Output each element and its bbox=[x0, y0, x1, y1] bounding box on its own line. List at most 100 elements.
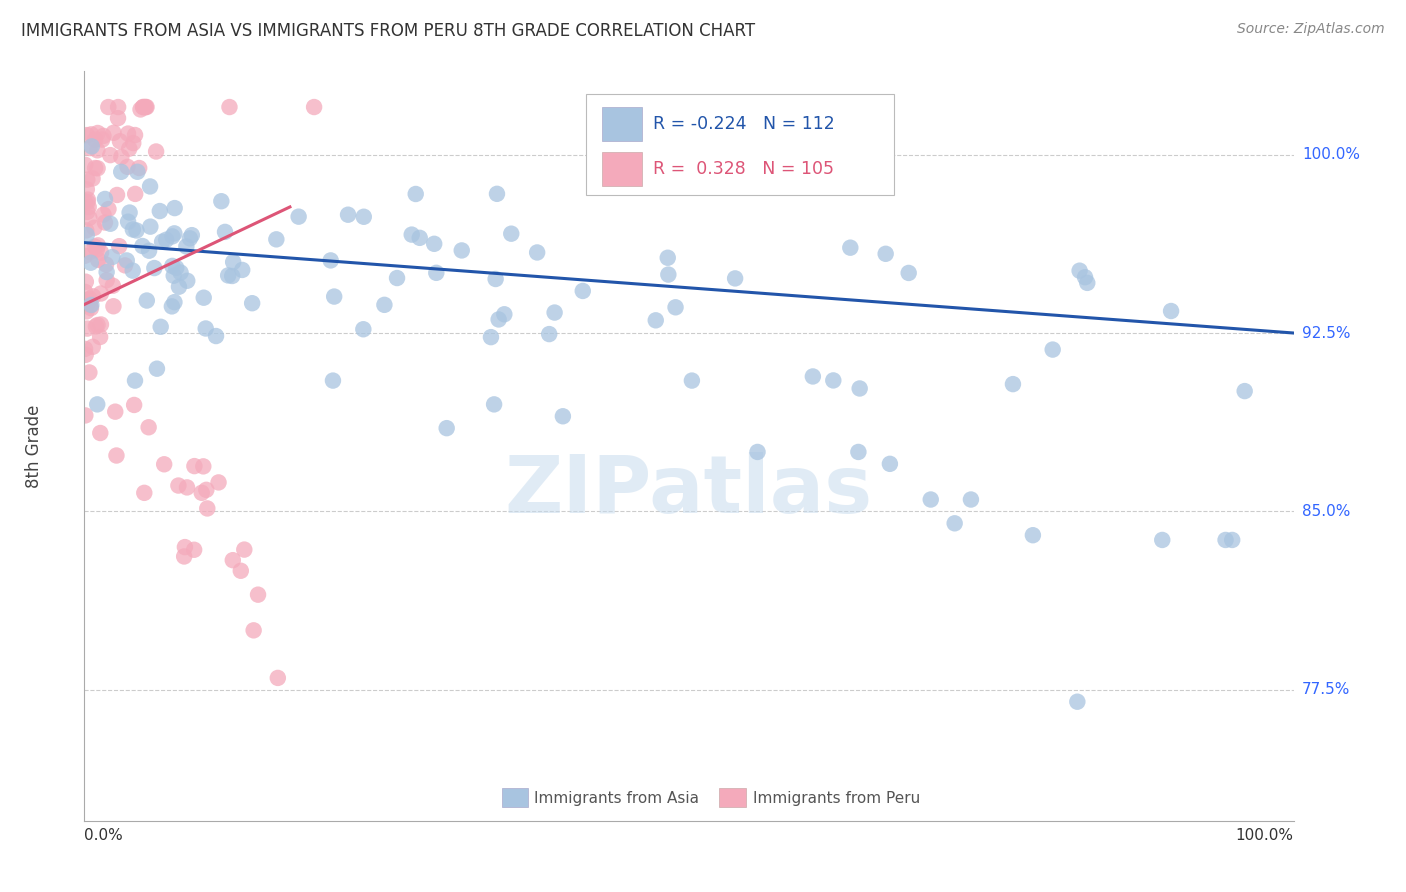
Point bbox=[1069, 263, 1091, 277]
Point bbox=[108, 134, 131, 148]
Point bbox=[90, 286, 112, 301]
Point bbox=[86, 161, 108, 176]
Point bbox=[103, 126, 125, 140]
Point bbox=[134, 100, 156, 114]
Point bbox=[118, 142, 141, 156]
Point bbox=[425, 266, 447, 280]
Point bbox=[167, 478, 190, 492]
Point bbox=[287, 210, 309, 224]
Point bbox=[217, 268, 239, 283]
Point bbox=[450, 244, 472, 258]
Point bbox=[76, 304, 98, 318]
Point bbox=[124, 128, 146, 142]
Point bbox=[135, 100, 157, 114]
Point bbox=[80, 139, 103, 153]
Point bbox=[104, 405, 127, 419]
Point bbox=[76, 193, 98, 207]
Point bbox=[86, 397, 108, 411]
Point bbox=[190, 485, 212, 500]
Point bbox=[423, 236, 446, 251]
Point bbox=[132, 100, 155, 114]
Point bbox=[163, 201, 186, 215]
Point bbox=[122, 398, 145, 412]
Point bbox=[150, 235, 173, 249]
Point bbox=[75, 158, 97, 172]
Point bbox=[176, 480, 198, 494]
Point bbox=[1220, 533, 1243, 547]
Point bbox=[79, 366, 101, 380]
Point bbox=[77, 200, 100, 214]
Point bbox=[145, 145, 167, 159]
Point bbox=[90, 245, 112, 260]
Point bbox=[222, 553, 245, 567]
Point bbox=[97, 202, 120, 216]
Point bbox=[195, 483, 218, 497]
Point bbox=[76, 172, 98, 186]
Point bbox=[91, 132, 114, 146]
Point bbox=[176, 239, 198, 253]
Point bbox=[79, 292, 101, 306]
Point bbox=[221, 268, 243, 283]
Point bbox=[114, 258, 136, 272]
Point bbox=[162, 229, 184, 244]
Point bbox=[183, 459, 205, 474]
Point bbox=[352, 322, 374, 336]
Point bbox=[97, 100, 120, 114]
Point bbox=[644, 313, 666, 327]
Point bbox=[214, 225, 236, 239]
Point bbox=[139, 179, 162, 194]
Point bbox=[167, 279, 190, 293]
Point bbox=[117, 160, 139, 174]
Point bbox=[83, 220, 105, 235]
Point bbox=[353, 210, 375, 224]
Point bbox=[76, 296, 98, 310]
Point bbox=[117, 215, 139, 229]
Point bbox=[897, 266, 920, 280]
Point bbox=[80, 128, 103, 142]
Point bbox=[93, 128, 115, 143]
Point bbox=[222, 255, 245, 269]
Point bbox=[94, 258, 117, 272]
Point bbox=[176, 274, 198, 288]
Point bbox=[86, 318, 108, 332]
FancyBboxPatch shape bbox=[586, 94, 894, 195]
Text: Immigrants from Asia: Immigrants from Asia bbox=[534, 790, 699, 805]
Point bbox=[101, 278, 124, 293]
Point bbox=[319, 253, 342, 268]
Text: R =  0.328   N = 105: R = 0.328 N = 105 bbox=[652, 160, 834, 178]
Point bbox=[131, 239, 153, 253]
Point bbox=[87, 252, 110, 267]
Point bbox=[132, 100, 155, 114]
Point bbox=[163, 227, 186, 241]
Point bbox=[195, 501, 218, 516]
Point bbox=[79, 298, 101, 312]
Point bbox=[82, 340, 104, 354]
Point bbox=[165, 260, 187, 275]
Point bbox=[98, 217, 121, 231]
Point bbox=[193, 459, 215, 474]
Point bbox=[247, 588, 270, 602]
Point bbox=[1233, 384, 1256, 398]
Point bbox=[82, 171, 104, 186]
Text: 85.0%: 85.0% bbox=[1302, 504, 1350, 519]
Point bbox=[163, 295, 186, 310]
Point bbox=[501, 227, 523, 241]
Point bbox=[107, 100, 129, 114]
Point bbox=[87, 238, 110, 252]
Point bbox=[571, 284, 593, 298]
Point bbox=[879, 457, 901, 471]
Point bbox=[174, 540, 197, 554]
Point bbox=[337, 208, 360, 222]
Point bbox=[657, 251, 679, 265]
Point bbox=[173, 549, 195, 564]
Point bbox=[1152, 533, 1174, 547]
Point bbox=[385, 271, 408, 285]
Point bbox=[117, 127, 139, 141]
Point bbox=[139, 219, 162, 234]
Point bbox=[681, 374, 703, 388]
Point bbox=[124, 186, 146, 201]
Point bbox=[322, 374, 344, 388]
Point bbox=[79, 141, 101, 155]
Point bbox=[1074, 270, 1097, 285]
Point bbox=[1076, 276, 1098, 290]
